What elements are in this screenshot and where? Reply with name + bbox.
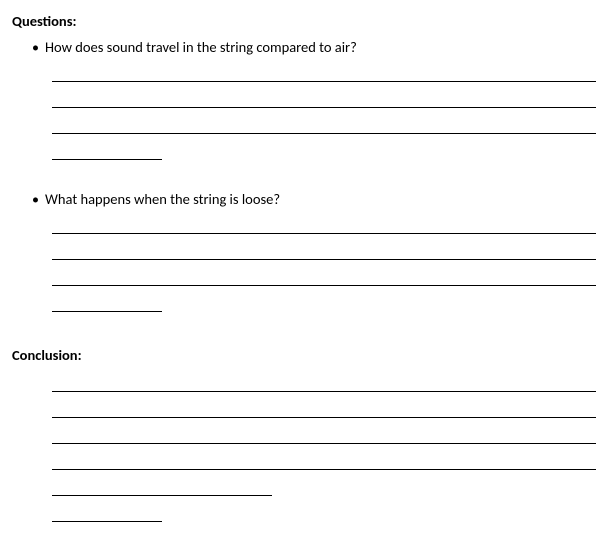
answer-line[interactable] xyxy=(52,266,596,286)
answer-lines-block xyxy=(52,62,590,160)
question-text: What happens when the string is loose? xyxy=(45,190,280,208)
bullet-icon: • xyxy=(32,39,39,56)
conclusion-line-medium[interactable] xyxy=(52,476,272,496)
answer-line-short[interactable] xyxy=(52,292,162,312)
conclusion-line-short[interactable] xyxy=(52,502,162,522)
questions-heading: Questions: xyxy=(12,12,590,30)
conclusion-heading: Conclusion: xyxy=(12,346,590,364)
answer-line[interactable] xyxy=(52,88,596,108)
question-item: • What happens when the string is loose? xyxy=(32,190,590,208)
answer-line[interactable] xyxy=(52,240,596,260)
conclusion-line[interactable] xyxy=(52,372,596,392)
question-item: • How does sound travel in the string co… xyxy=(32,38,590,56)
bullet-icon: • xyxy=(32,191,39,208)
conclusion-line[interactable] xyxy=(52,424,596,444)
answer-line[interactable] xyxy=(52,114,596,134)
question-text: How does sound travel in the string comp… xyxy=(45,38,357,56)
answer-lines-block xyxy=(52,214,590,312)
conclusion-lines-block xyxy=(52,372,590,522)
conclusion-line[interactable] xyxy=(52,450,596,470)
answer-line[interactable] xyxy=(52,214,596,234)
answer-line-short[interactable] xyxy=(52,140,162,160)
conclusion-line[interactable] xyxy=(52,398,596,418)
answer-line[interactable] xyxy=(52,62,596,82)
